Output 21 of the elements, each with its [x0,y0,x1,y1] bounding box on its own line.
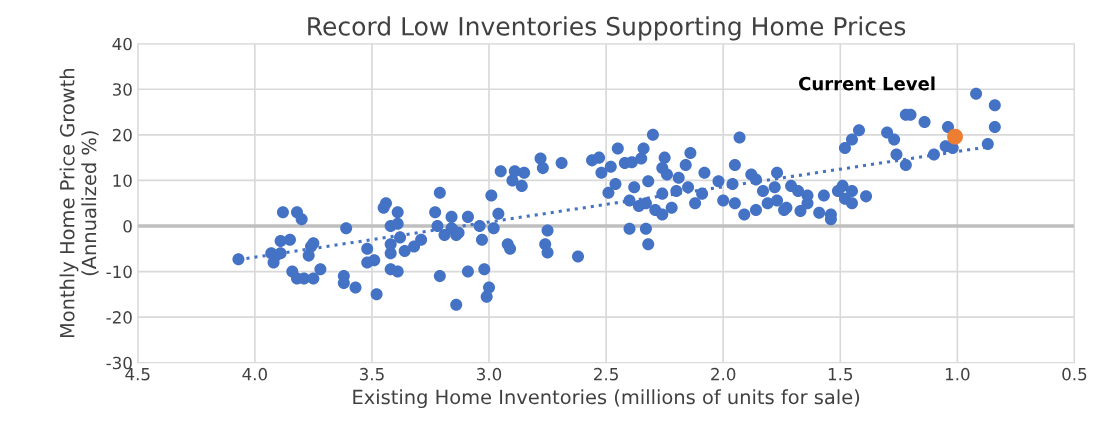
y-tick-label: 0 [123,219,132,233]
annotation: Current Level [799,76,935,91]
x-tick-label: 4.0 [242,367,267,381]
x-tick-label: 3.5 [359,367,384,381]
x-axis-title: Existing Home Inventories (millions of units for sale) [353,389,860,409]
x-tick-label: 2.5 [594,367,618,381]
x-tick-label: 1.5 [828,368,853,381]
y-tick-label: 40 [112,37,132,51]
y-tick-label: 10 [113,174,132,187]
x-tick-label: 3.0 [477,367,502,381]
chart-title: Record Low Inventories Supporting Home Prices [308,16,906,41]
y-tick-label: 30 [112,83,132,96]
x-tick-label: 4.5 [125,368,150,381]
x-tick-label: 0.5 [1062,367,1087,381]
y-tick-label: -30 [106,356,132,370]
x-tick-label: 2.0 [711,367,736,381]
x-tick-label: 1.0 [945,367,970,381]
y-tick-label: -10 [106,265,132,279]
y-tick-label: -20 [106,311,132,324]
y-tick-label: 20 [112,128,132,142]
y-axis-title: Monthly Home Price Growth (Annualized %) [59,69,99,338]
